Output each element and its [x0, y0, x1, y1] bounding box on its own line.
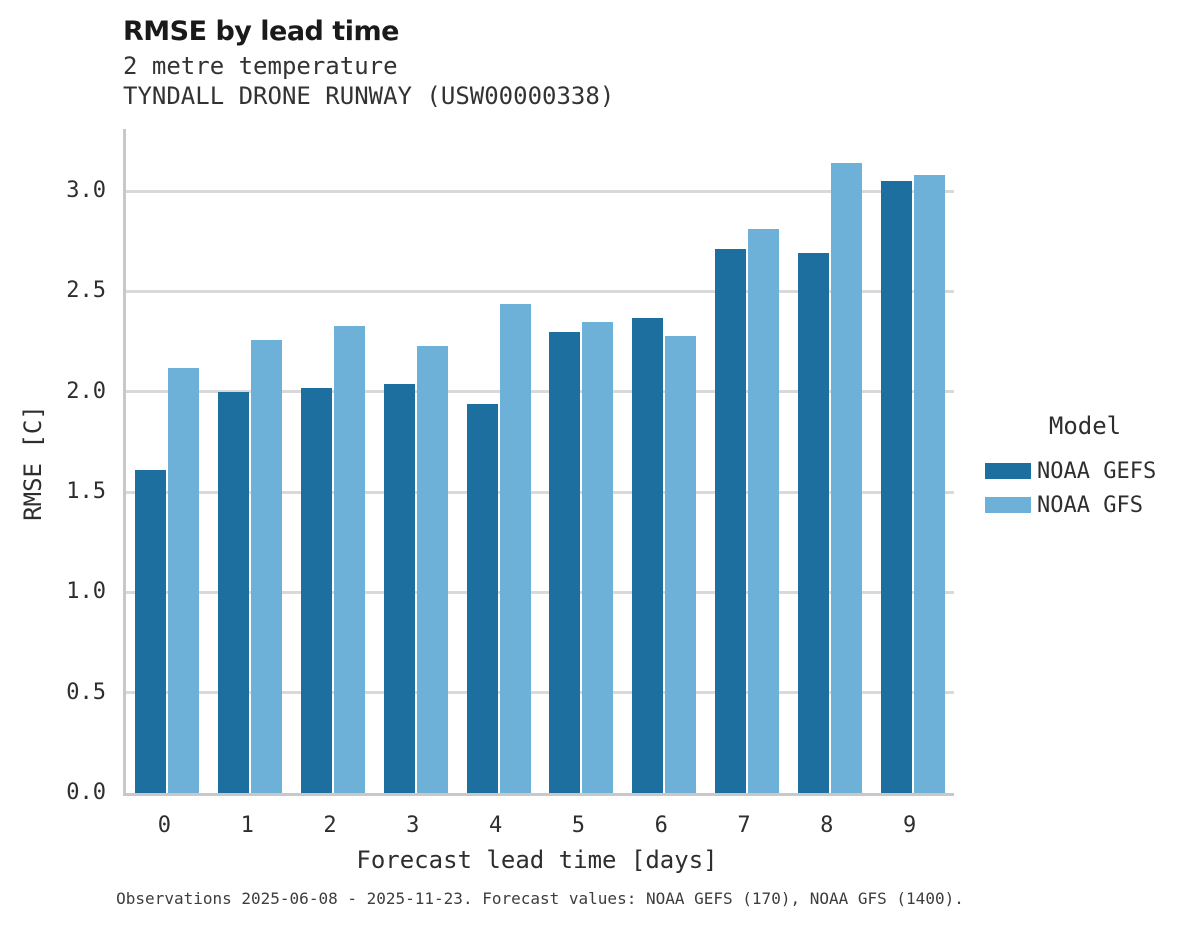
- bar-noaa-gfs-lead-6: [665, 335, 697, 793]
- plot-area: [123, 129, 954, 796]
- bar-noaa-gfs-lead-1: [251, 339, 283, 793]
- x-tick-label-8: 8: [820, 813, 834, 838]
- bar-noaa-gefs-lead-5: [549, 331, 581, 793]
- caption: Observations 2025-06-08 - 2025-11-23. Fo…: [116, 889, 964, 908]
- y-tick-label-1.0: 1.0: [66, 579, 106, 605]
- bar-noaa-gefs-lead-0: [135, 470, 167, 793]
- x-tick-label-1: 1: [240, 813, 254, 838]
- y-tick-label-3.0: 3.0: [66, 178, 106, 204]
- y-tick-label-0.5: 0.5: [66, 679, 106, 705]
- bar-noaa-gefs-lead-4: [466, 403, 498, 793]
- bar-noaa-gfs-lead-4: [499, 303, 531, 793]
- chart-subtitle-station: TYNDALL DRONE RUNWAY (USW00000338): [123, 82, 615, 110]
- gridline-1.0: [126, 590, 954, 594]
- bar-noaa-gefs-lead-6: [632, 317, 664, 793]
- legend-item-noaa-gefs: NOAA GEFS: [985, 454, 1185, 488]
- x-tick-label-4: 4: [488, 813, 503, 838]
- bar-noaa-gefs-lead-7: [715, 249, 746, 793]
- legend-title: Model: [1048, 412, 1122, 440]
- y-tick-label-0.0: 0.0: [66, 780, 106, 805]
- y-tick-label-2.0: 2.0: [66, 378, 106, 404]
- bar-noaa-gfs-lead-9: [913, 175, 945, 793]
- bar-noaa-gfs-lead-7: [748, 229, 779, 793]
- legend: Model NOAA GEFS NOAA GFS: [985, 412, 1185, 522]
- gridline-3.0: [126, 189, 954, 193]
- gridline-0.5: [126, 691, 954, 695]
- bar-noaa-gfs-lead-8: [830, 163, 862, 793]
- x-tick-label-6: 6: [654, 813, 668, 838]
- bar-noaa-gefs-lead-9: [880, 181, 912, 793]
- x-axis-title: Forecast lead time [days]: [356, 846, 718, 874]
- y-tick-label-2.5: 2.5: [66, 278, 106, 304]
- x-tick-label-3: 3: [406, 813, 420, 838]
- chart-title: RMSE by lead time: [123, 16, 399, 47]
- x-tick-label-0: 0: [157, 813, 172, 838]
- gridline-2.0: [126, 390, 954, 394]
- bar-noaa-gfs-lead-2: [334, 325, 365, 793]
- legend-item-noaa-gfs: NOAA GFS: [985, 488, 1185, 522]
- gridline-1.5: [126, 490, 954, 494]
- y-tick-label-1.5: 1.5: [66, 479, 106, 505]
- bar-noaa-gefs-lead-8: [797, 253, 829, 793]
- chart-subtitle-variable: 2 metre temperature: [123, 52, 398, 80]
- bar-noaa-gfs-lead-0: [168, 367, 200, 793]
- bar-noaa-gefs-lead-2: [301, 387, 332, 793]
- x-tick-label-5: 5: [571, 813, 586, 838]
- x-tick-label-2: 2: [323, 813, 337, 838]
- bar-noaa-gefs-lead-3: [383, 383, 415, 793]
- x-tick-label-9: 9: [902, 813, 917, 838]
- legend-items: NOAA GEFS NOAA GFS: [985, 454, 1185, 522]
- legend-label: NOAA GEFS: [1037, 458, 1157, 484]
- gridline-2.5: [126, 289, 954, 293]
- x-tick-label-7: 7: [737, 813, 751, 838]
- bar-noaa-gfs-lead-5: [582, 321, 614, 793]
- legend-swatch-noaa-gefs: [985, 463, 1031, 479]
- bar-noaa-gfs-lead-3: [416, 345, 448, 793]
- legend-label: NOAA GFS: [1037, 492, 1143, 518]
- legend-swatch-noaa-gfs: [985, 497, 1031, 513]
- bar-noaa-gefs-lead-1: [218, 391, 250, 793]
